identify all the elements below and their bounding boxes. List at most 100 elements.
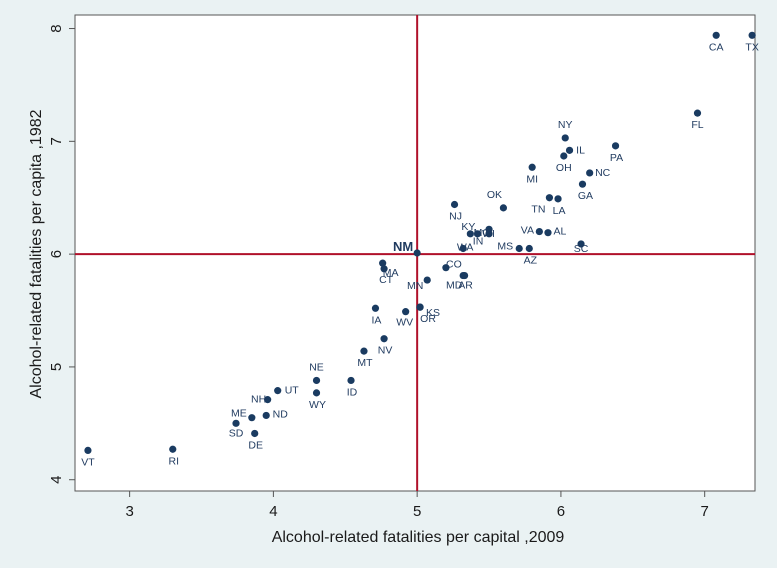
data-point-nc <box>586 169 594 177</box>
point-label-ct: CT <box>379 274 394 286</box>
y-tick-label: 7 <box>48 137 65 145</box>
point-label-ks: KS <box>426 307 440 319</box>
point-label-nv: NV <box>378 345 393 357</box>
data-point-ma <box>379 259 387 267</box>
point-label-ny: NY <box>558 119 573 131</box>
point-label-vt: VT <box>81 456 95 468</box>
point-label-wy: WY <box>309 399 326 411</box>
y-tick-label: 6 <box>48 250 65 258</box>
point-label-ar: AR <box>458 280 473 292</box>
data-point-ca <box>712 31 720 39</box>
point-label-la: LA <box>553 205 566 217</box>
point-label-wv: WV <box>396 317 413 329</box>
data-point-pa <box>611 142 620 150</box>
data-point-ar <box>460 271 469 280</box>
point-label-ky: KY <box>461 221 475 233</box>
point-label-id: ID <box>347 386 358 398</box>
x-tick-label: 7 <box>701 503 709 520</box>
y-tick-label: 5 <box>48 363 65 371</box>
point-label-az: AZ <box>524 254 538 266</box>
axis-ticks: 3 4 5 6 7 4 5 6 7 8 <box>48 24 709 520</box>
point-label-ne: NE <box>309 361 324 373</box>
point-label-va: VA <box>521 225 534 237</box>
data-point-ny <box>561 134 569 142</box>
data-point-wi <box>473 230 482 238</box>
point-label-il: IL <box>576 144 585 156</box>
point-label-nh: NH <box>251 394 266 406</box>
point-label-ms: MS <box>497 240 513 252</box>
point-label-me: ME <box>231 408 247 420</box>
data-point-tn <box>545 194 554 202</box>
point-label-mn: MN <box>407 280 423 292</box>
x-tick-label: 4 <box>269 503 277 520</box>
point-label-al: AL <box>554 226 567 238</box>
data-point-nm <box>413 249 421 257</box>
y-axis-title: Alcohol-related fatalities per capita ,1… <box>28 109 45 398</box>
x-tick-label: 5 <box>413 503 421 520</box>
point-label-de: DE <box>248 439 263 451</box>
point-label-ok: OK <box>487 189 502 201</box>
data-point-wv <box>402 308 410 316</box>
data-point-nv <box>380 335 388 343</box>
data-point-ga <box>578 180 587 188</box>
data-point-wa <box>459 244 467 253</box>
y-tick-label: 8 <box>48 24 65 32</box>
data-point-az <box>525 244 533 253</box>
data-point-id <box>347 376 355 385</box>
data-point-vt <box>84 446 92 454</box>
point-label-pa: PA <box>610 152 623 164</box>
point-label-in: IN <box>473 235 484 247</box>
data-point-nd <box>262 411 270 420</box>
data-point-wy <box>312 389 321 397</box>
data-point-oh <box>560 152 568 160</box>
data-point-ok <box>499 204 508 212</box>
point-label-nc: NC <box>595 167 611 179</box>
data-point-sc <box>577 240 585 248</box>
point-label-nj: NJ <box>449 210 462 222</box>
point-label-oh: OH <box>556 162 572 174</box>
data-point-me <box>248 414 256 422</box>
data-points <box>84 31 756 454</box>
data-point-ne <box>312 376 321 385</box>
point-label-md: MD <box>446 280 463 292</box>
data-point-fl <box>693 109 702 117</box>
data-point-ky <box>466 230 474 238</box>
data-point-mt <box>360 347 368 355</box>
point-label-tx: TX <box>745 41 758 53</box>
data-point-ms <box>515 244 523 253</box>
point-label-sd: SD <box>229 427 244 439</box>
point-label-mi: MI <box>526 173 538 185</box>
point-label-co: CO <box>446 259 462 271</box>
data-point-al <box>544 229 552 237</box>
data-point-de <box>251 429 259 438</box>
data-point-ks <box>416 303 424 311</box>
data-point-co <box>442 264 450 272</box>
data-point-ia <box>371 304 380 312</box>
x-tick-label: 6 <box>557 503 565 520</box>
data-point-la <box>554 195 562 203</box>
data-point-ri <box>169 445 177 453</box>
point-label-or: OR <box>420 313 436 325</box>
data-point-mo <box>485 230 493 238</box>
y-tick-label: 4 <box>48 476 65 484</box>
point-label-ut: UT <box>285 385 300 397</box>
data-point-mi <box>528 163 536 171</box>
point-label-sc: SC <box>574 243 589 255</box>
point-label-nd: ND <box>273 408 289 420</box>
point-label-nm: NM <box>393 239 413 254</box>
point-label-ma: MA <box>383 267 399 279</box>
data-point-ct <box>380 265 388 273</box>
point-label-tn: TN <box>531 204 545 216</box>
point-label-fl: FL <box>691 119 703 131</box>
point-label-ia: IA <box>372 314 382 326</box>
point-label-mo: MO <box>474 227 491 239</box>
data-point-nh <box>264 396 272 404</box>
point-label-wi: WI <box>482 228 495 240</box>
point-label-mt: MT <box>357 357 373 369</box>
data-point-mn <box>423 276 431 284</box>
point-label-ca: CA <box>709 41 724 53</box>
point-label-wa: WA <box>457 241 474 253</box>
point-label-ga: GA <box>578 190 593 202</box>
